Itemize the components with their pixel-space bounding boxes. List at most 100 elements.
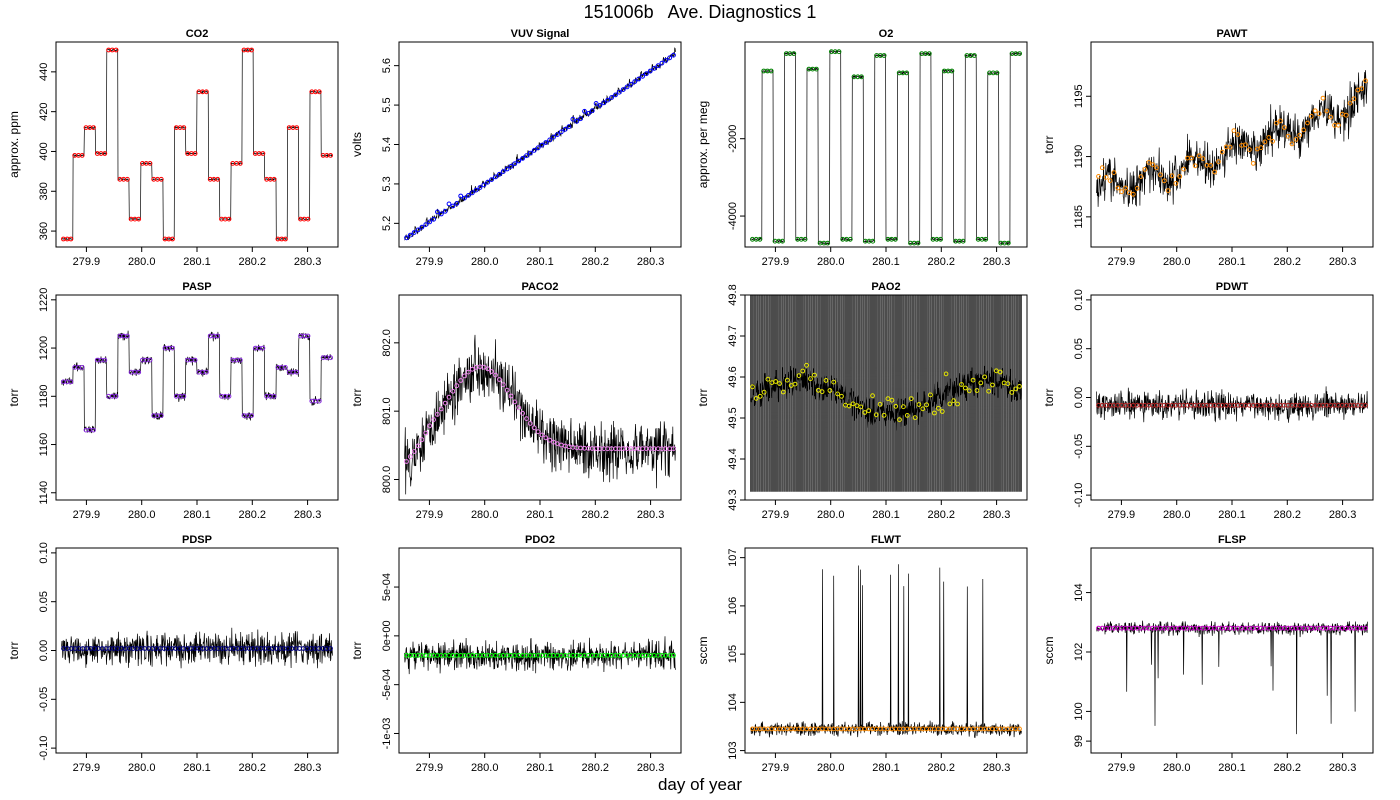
avg-marker (636, 76, 642, 82)
avg-marker (305, 216, 311, 222)
x-tick-label: 280.3 (983, 509, 1011, 521)
avg-marker (1099, 165, 1105, 171)
avg-marker (458, 193, 464, 199)
avg-marker (904, 413, 910, 418)
avg-marker (446, 201, 452, 207)
avg-marker (328, 355, 334, 361)
y-axis-label: torr (1042, 135, 1056, 153)
avg-marker (301, 646, 306, 651)
avg-marker (431, 417, 437, 423)
avg-marker (1301, 127, 1306, 133)
y-tick-label: 0e+00 (381, 620, 393, 651)
avg-marker (305, 333, 311, 339)
y-tick-label: 106 (727, 597, 739, 615)
avg-marker (1169, 173, 1175, 179)
plot-frame (744, 547, 1028, 754)
raw-trace (404, 334, 676, 495)
y-tick-label: 1190 (1073, 145, 1085, 169)
avg-marker (1134, 186, 1140, 191)
y-tick-label: 0.05 (1073, 338, 1085, 359)
avg-marker (1363, 625, 1368, 631)
avg-marker (102, 357, 108, 363)
avg-marker (1107, 178, 1113, 184)
avg-marker (926, 51, 932, 56)
x-tick-label: 280.2 (928, 762, 956, 774)
avg-marker (547, 437, 553, 443)
plot-frame (398, 294, 682, 501)
y-tick-label: -0.05 (1073, 434, 1085, 459)
y-axis-label: approx. ppm (7, 111, 21, 178)
avg-marker (655, 63, 661, 69)
avg-marker (916, 402, 922, 407)
avg-marker (431, 216, 437, 222)
x-tick-label: 279.9 (762, 509, 790, 521)
avg-marker (435, 209, 440, 215)
avg-marker (1285, 133, 1291, 139)
avg-marker (819, 389, 825, 395)
avg-marker (972, 53, 977, 58)
avg-marker (1200, 156, 1206, 162)
plot-frame (55, 294, 339, 501)
y-axis-label: torr (7, 388, 21, 406)
avg-marker (962, 385, 968, 391)
avg-marker (1312, 108, 1318, 114)
avg-marker (91, 427, 96, 433)
avg-marker (928, 392, 933, 398)
y-tick-label: 0.00 (38, 640, 50, 661)
y-tick-label: 49.3 (727, 489, 739, 510)
x-tick-label: 280.3 (1329, 762, 1357, 774)
avg-marker (485, 366, 491, 372)
y-tick-label: -4000 (727, 202, 739, 230)
x-tick-label: 280.1 (1218, 762, 1246, 774)
avg-marker (68, 379, 74, 385)
avg-marker (543, 140, 549, 145)
x-tick-label: 280.2 (582, 256, 610, 268)
avg-marker (407, 232, 413, 238)
x-tick-label: 280.2 (1274, 509, 1302, 521)
avg-marker (757, 393, 763, 399)
x-tick-label: 280.1 (183, 509, 211, 521)
avg-marker (1363, 402, 1368, 408)
avg-marker (481, 182, 487, 188)
y-tick-label: 800.0 (381, 466, 393, 494)
avg-marker (404, 235, 409, 241)
avg-marker (91, 125, 96, 130)
panel-title: O2 (879, 28, 894, 40)
avg-marker (812, 372, 817, 378)
avg-marker (1219, 149, 1225, 155)
avg-marker (504, 166, 510, 172)
avg-marker (823, 378, 829, 383)
avg-marker (442, 400, 448, 406)
avg-marker (1231, 128, 1237, 134)
avg-marker (493, 174, 498, 180)
raw-trace (750, 295, 1022, 492)
avg-marker (316, 398, 322, 404)
avg-marker (1320, 95, 1326, 101)
avg-marker (835, 391, 840, 397)
avg-marker (974, 388, 980, 393)
avg-marker (454, 201, 460, 206)
panel-vuv-signal: VUV Signal volts 279.9 280.0 280.1 280.2 280.3… (350, 28, 682, 268)
raw-trace (750, 49, 1022, 246)
x-tick-label: 280.1 (526, 256, 554, 268)
avg-marker (1138, 174, 1144, 180)
avg-marker (578, 116, 583, 122)
avg-marker (527, 421, 533, 426)
avg-marker (1262, 139, 1268, 145)
y-tick-label: 0.10 (38, 542, 50, 563)
x-tick-label: 280.2 (582, 762, 610, 774)
avg-marker (1235, 132, 1241, 137)
avg-marker (640, 73, 645, 79)
avg-marker (997, 369, 1003, 375)
avg-marker (955, 401, 960, 407)
x-tick-label: 280.3 (637, 509, 665, 521)
y-tick-label: 5e-04 (381, 573, 393, 601)
avg-marker (938, 236, 943, 242)
avg-marker (1177, 174, 1183, 179)
avg-marker (450, 203, 456, 209)
y-tick-label: 103 (727, 741, 739, 759)
avg-marker (1274, 120, 1279, 126)
avg-marker (446, 394, 452, 400)
avg-marker (113, 47, 119, 53)
avg-marker (260, 345, 266, 351)
